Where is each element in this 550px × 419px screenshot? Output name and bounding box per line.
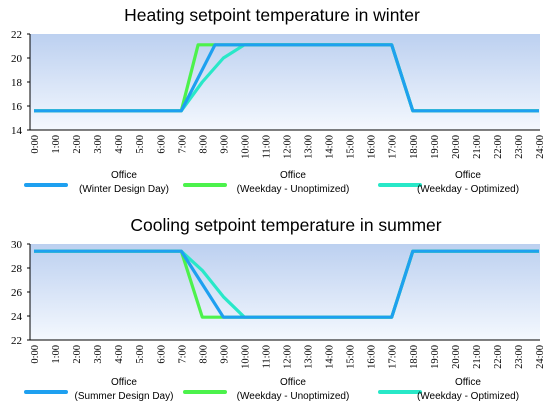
y-axis: 22 24 26 28 30 [11,239,31,347]
x-tick-label: 17:00 [388,135,399,159]
x-tick-label: 15:00 [346,135,357,159]
legend-label: (Winter Design Day) [79,184,169,195]
plot-area [30,244,540,340]
x-tick-label: 5:00 [135,135,146,154]
x-tick-label: 9:00 [219,345,230,364]
x-tick-label: 0:00 [30,135,41,154]
legend-item: Office (Weekday - Unoptimized) [183,377,350,402]
x-axis: 0:00 1:00 2:00 3:00 4:00 5:00 6:00 7:00 8:00 9:00… [30,129,546,159]
series-lines [34,43,539,113]
legend-label: Office [111,170,137,181]
x-tick-label: 2:00 [72,345,83,364]
cooling-chart: Cooling setpoint temperature in summer 2… [11,215,546,402]
y-tick-label: 22 [11,335,22,347]
legend: Office (Winter Design Day) Office (Weekday … [24,170,519,195]
series-lines [34,249,539,319]
x-tick-label: 7:00 [177,345,188,364]
x-tick-label: 12:00 [283,345,294,369]
series-line [34,249,539,319]
legend-label: Office [280,377,306,388]
legend-label: (Weekday - Unoptimized) [237,391,350,402]
x-tick-label: 8:00 [198,345,209,364]
x-tick-label: 24:00 [535,135,546,159]
legend-label: (Weekday - Optimized) [417,184,519,195]
x-tick-label: 21:00 [472,135,483,159]
x-tick-label: 4:00 [114,135,125,154]
x-axis: 0:00 1:00 2:00 3:00 4:00 5:00 6:00 7:00 8:00 9:00… [30,339,546,369]
x-tick-label: 6:00 [156,135,167,154]
y-tick-label: 28 [11,263,23,275]
x-tick-label: 14:00 [325,135,336,159]
y-tick-label: 30 [11,239,23,251]
x-tick-label: 22:00 [493,135,504,159]
x-tick-label: 4:00 [114,345,125,364]
x-tick-label: 3:00 [93,345,104,364]
x-tick-label: 10:00 [240,345,251,369]
heating-chart: Heating setpoint temperature in winter 1… [11,5,546,195]
plot-area [30,34,540,130]
x-tick-label: 18:00 [409,135,420,159]
x-tick-label: 21:00 [472,345,483,369]
x-tick-label: 6:00 [156,345,167,364]
x-tick-label: 7:00 [177,135,188,154]
y-axis: 14 16 18 20 22 [11,29,31,137]
x-tick-label: 3:00 [93,135,104,154]
x-tick-label: 15:00 [346,345,357,369]
x-tick-label: 1:00 [51,345,62,364]
y-tick-label: 14 [11,125,23,137]
legend-label: Office [455,377,481,388]
x-tick-label: 20:00 [451,345,462,369]
chart-title: Heating setpoint temperature in winter [124,5,420,25]
x-tick-label: 23:00 [514,345,525,369]
x-tick-label: 11:00 [261,345,272,369]
x-tick-label: 16:00 [367,345,378,369]
series-line [34,43,539,113]
y-tick-label: 24 [11,311,23,323]
legend-label: (Weekday - Optimized) [417,391,519,402]
x-tick-label: 16:00 [367,135,378,159]
x-tick-label: 19:00 [430,135,441,159]
x-tick-label: 24:00 [535,345,546,369]
x-tick-label: 14:00 [325,345,336,369]
legend-label: (Summer Design Day) [75,391,174,402]
x-tick-label: 13:00 [304,345,315,369]
y-tick-label: 22 [11,29,22,41]
legend-item: Office (Summer Design Day) [24,377,174,402]
x-tick-label: 17:00 [388,345,399,369]
x-tick-label: 12:00 [283,135,294,159]
x-tick-label: 20:00 [451,135,462,159]
y-tick-label: 16 [11,101,23,113]
legend-label: Office [111,377,137,388]
x-tick-label: 18:00 [409,345,420,369]
x-tick-label: 1:00 [51,135,62,154]
x-tick-label: 10:00 [240,135,251,159]
legend-item: Office (Weekday - Optimized) [378,170,519,195]
x-tick-label: 2:00 [72,135,83,154]
x-tick-label: 0:00 [30,345,41,364]
x-tick-label: 5:00 [135,345,146,364]
x-tick-label: 9:00 [219,135,230,154]
x-tick-label: 11:00 [261,135,272,159]
chart-title: Cooling setpoint temperature in summer [130,215,441,235]
x-tick-label: 13:00 [304,135,315,159]
y-tick-label: 20 [11,53,23,65]
legend-label: (Weekday - Unoptimized) [237,184,350,195]
y-tick-label: 26 [11,287,23,299]
x-tick-label: 22:00 [493,345,504,369]
legend-label: Office [455,170,481,181]
y-tick-label: 18 [11,77,23,89]
x-tick-label: 23:00 [514,135,525,159]
legend-item: Office (Weekday - Unoptimized) [183,170,350,195]
x-tick-label: 8:00 [198,135,209,154]
x-tick-label: 19:00 [430,345,441,369]
legend-item: Office (Weekday - Optimized) [378,377,519,402]
legend-item: Office (Winter Design Day) [24,170,169,195]
legend-label: Office [280,170,306,181]
legend: Office (Summer Design Day) Office (Weekday … [24,377,519,402]
